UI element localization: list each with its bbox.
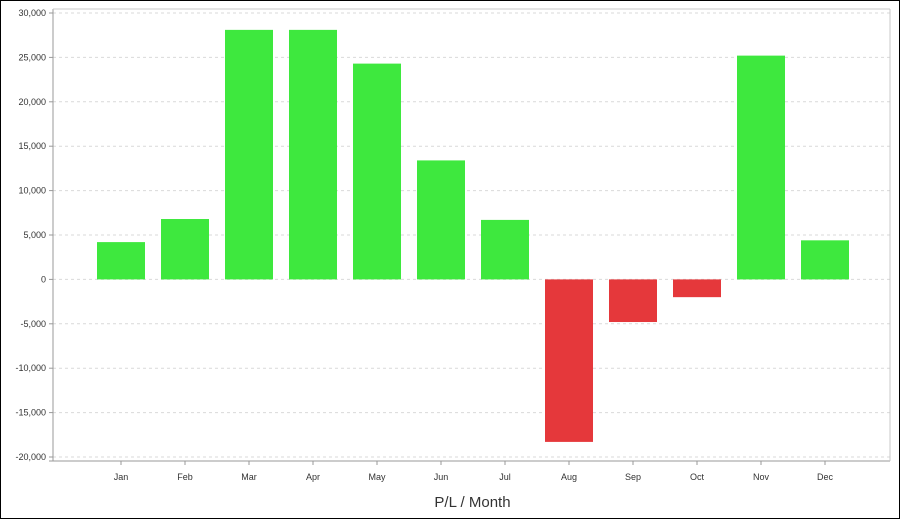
x-tick-label: Jan — [114, 472, 129, 482]
y-tick-label: -5,000 — [20, 319, 46, 329]
bar-dec — [801, 240, 849, 280]
bar-sep — [609, 279, 657, 323]
y-tick-label: -15,000 — [15, 408, 46, 418]
bar-oct — [673, 279, 721, 298]
bar-mar — [225, 29, 273, 280]
bar-jul — [481, 219, 529, 280]
x-tick-label: Feb — [177, 472, 193, 482]
y-tick-label: -10,000 — [15, 363, 46, 373]
x-tick-label: Aug — [561, 472, 577, 482]
y-tick-label: 25,000 — [18, 52, 46, 62]
bar-jan — [97, 242, 145, 280]
x-tick-label: Apr — [306, 472, 320, 482]
y-tick-label: 0 — [41, 274, 46, 284]
y-tick-label: 20,000 — [18, 97, 46, 107]
y-tick-label: 30,000 — [18, 8, 46, 18]
bar-feb — [161, 219, 209, 280]
bars — [97, 29, 849, 442]
axes — [49, 8, 891, 465]
x-tick-labels: Jan Feb Mar Apr May Jun Jul Aug Sep Oct Nov Dec — [114, 472, 834, 482]
bar-jun — [417, 160, 465, 280]
x-tick-label: Jul — [499, 472, 511, 482]
x-tick-label: Nov — [753, 472, 770, 482]
y-tick-label: 10,000 — [18, 186, 46, 196]
x-tick-label: May — [368, 472, 386, 482]
x-tick-label: Oct — [690, 472, 705, 482]
y-tick-label: -20,000 — [15, 452, 46, 462]
bar-aug — [545, 279, 593, 442]
y-tick-labels: 30,000 25,000 20,000 15,000 10,000 5,000 0 -5,0… — [15, 8, 46, 462]
x-tick-label: Sep — [625, 472, 641, 482]
x-tick-label: Jun — [434, 472, 449, 482]
x-tick-label: Mar — [241, 472, 257, 482]
bar-may — [353, 63, 401, 280]
bar-nov — [737, 55, 785, 280]
bar-apr — [289, 29, 337, 280]
x-tick-label: Dec — [817, 472, 834, 482]
y-tick-label: 5,000 — [23, 230, 46, 240]
y-tick-label: 15,000 — [18, 141, 46, 151]
x-axis-label: P/L / Month — [434, 494, 510, 511]
